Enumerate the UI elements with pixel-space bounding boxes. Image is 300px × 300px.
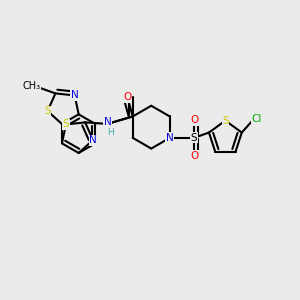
Text: S: S bbox=[222, 116, 229, 126]
Text: O: O bbox=[190, 151, 198, 161]
Text: O: O bbox=[190, 115, 198, 125]
Text: H: H bbox=[107, 128, 114, 137]
Text: N: N bbox=[71, 90, 79, 100]
Text: S: S bbox=[63, 119, 69, 129]
Text: S: S bbox=[44, 106, 51, 116]
Text: CH₃: CH₃ bbox=[22, 81, 41, 91]
Text: S: S bbox=[191, 133, 197, 143]
Text: O: O bbox=[123, 92, 131, 102]
Text: Cl: Cl bbox=[251, 114, 262, 124]
Text: N: N bbox=[103, 117, 111, 128]
Text: N: N bbox=[89, 135, 97, 145]
Text: N: N bbox=[166, 133, 174, 143]
